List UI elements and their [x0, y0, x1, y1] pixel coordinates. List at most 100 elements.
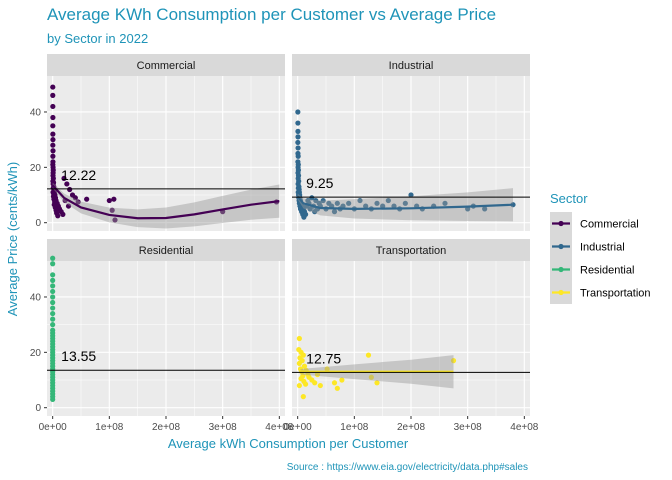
smooth-line-industrial	[296, 195, 514, 210]
facet-transportation: Transportation 12.75	[292, 239, 530, 416]
data-point	[296, 360, 302, 367]
data-point	[50, 272, 56, 278]
gridlines-residential	[47, 261, 285, 416]
data-point	[317, 382, 323, 389]
y-tick-label: 0	[35, 403, 41, 414]
x-tick-label: 0e+00	[284, 422, 313, 433]
legend-title: Sector	[550, 191, 588, 206]
data-point	[50, 255, 56, 261]
data-point	[482, 206, 488, 212]
data-point	[320, 197, 326, 204]
data-point	[50, 305, 56, 311]
x-tick-label: 2e+08	[152, 422, 181, 433]
data-point	[334, 200, 340, 206]
data-point	[50, 114, 56, 121]
data-point	[50, 137, 56, 143]
mean-price-label-commercial: 12.22	[61, 167, 96, 183]
facet-strip-label-commercial: Commercial	[137, 60, 196, 72]
data-point	[50, 299, 56, 306]
legend-item-commercial: Commercial	[550, 212, 639, 235]
legend-label-transportation: Transportation	[580, 288, 651, 300]
data-point	[442, 200, 448, 206]
data-point	[50, 310, 56, 317]
chart-subtitle: by Sector in 2022	[47, 31, 148, 46]
data-point	[50, 131, 56, 137]
data-point	[363, 203, 369, 209]
x-axis-title: Average kWh Consumption per Customer	[168, 436, 409, 451]
data-point	[109, 207, 115, 213]
data-point	[303, 381, 309, 387]
data-point	[60, 211, 66, 217]
data-point	[67, 186, 73, 193]
data-point	[296, 382, 302, 389]
x-tick-label: 3e+08	[209, 422, 238, 433]
x-tick-label: 0e+00	[39, 422, 68, 433]
facet-strip-label-industrial: Industrial	[389, 60, 434, 72]
data-point	[295, 128, 301, 134]
data-point	[61, 175, 67, 182]
data-point	[374, 200, 380, 206]
data-point	[295, 120, 301, 126]
legend-label-residential: Residential	[580, 265, 634, 277]
data-point	[346, 200, 352, 206]
data-point	[312, 380, 318, 386]
x-tick-label: 4e+08	[510, 422, 539, 433]
legend: Sector Commercial Industrial Residential Tr…	[550, 191, 651, 304]
facet-strip-label-transportation: Transportation	[376, 245, 447, 257]
data-point	[309, 195, 315, 201]
data-point	[50, 277, 56, 283]
data-point	[50, 261, 56, 267]
data-point	[64, 181, 70, 187]
points-commercial	[50, 84, 280, 223]
data-point	[50, 92, 56, 98]
data-point	[65, 203, 72, 209]
data-point	[50, 123, 56, 129]
legend-label-industrial: Industrial	[580, 242, 625, 254]
confidence-ribbon-industrial	[297, 188, 513, 222]
y-tick-label: 20	[30, 348, 42, 359]
data-point	[55, 213, 61, 219]
data-point	[295, 134, 301, 140]
chart-caption: Source : https://www.eia.gov/electricity…	[287, 462, 528, 473]
data-point	[84, 196, 90, 202]
data-point	[295, 145, 301, 151]
x-tick-label: 4e+08	[265, 422, 294, 433]
data-point	[50, 294, 56, 300]
data-point	[112, 217, 118, 223]
mean-price-label-residential: 13.55	[61, 348, 96, 364]
data-point	[324, 366, 330, 372]
facet-strip-residential	[47, 239, 285, 261]
legend-item-industrial: Industrial	[550, 235, 625, 258]
data-point	[50, 322, 56, 328]
data-point	[331, 380, 338, 386]
legend-key-point	[558, 266, 564, 273]
y-tick-label: 0	[35, 218, 41, 229]
legend-key-point	[558, 220, 564, 227]
data-point	[301, 363, 308, 369]
mean-price-label-industrial: 9.25	[306, 175, 333, 191]
data-point	[374, 380, 380, 386]
y-axis-title: Average Price (cents/kWh)	[5, 162, 20, 316]
data-point	[50, 148, 56, 154]
legend-key-point	[558, 289, 564, 296]
smooth-line-commercial	[51, 184, 280, 220]
facet-residential: Residential 13.55	[47, 239, 285, 416]
points-residential	[50, 255, 56, 402]
data-point	[357, 197, 363, 204]
data-point	[368, 374, 374, 380]
data-point	[295, 109, 301, 115]
x-tick-label: 3e+08	[454, 422, 483, 433]
chart-title: Average KWh Consumption per Customer vs …	[47, 5, 496, 24]
facet-commercial: Commercial 12.22	[47, 54, 285, 231]
data-point	[50, 288, 56, 295]
facet-strip-commercial	[47, 54, 285, 76]
data-point	[380, 203, 386, 209]
data-point	[339, 377, 345, 383]
x-tick-label: 1e+08	[340, 422, 369, 433]
facet-industrial: Industrial 9.25	[292, 54, 530, 231]
data-point	[72, 195, 78, 201]
data-point	[75, 199, 81, 205]
legend-item-transportation: Transportation	[550, 281, 651, 304]
data-point	[402, 200, 408, 206]
